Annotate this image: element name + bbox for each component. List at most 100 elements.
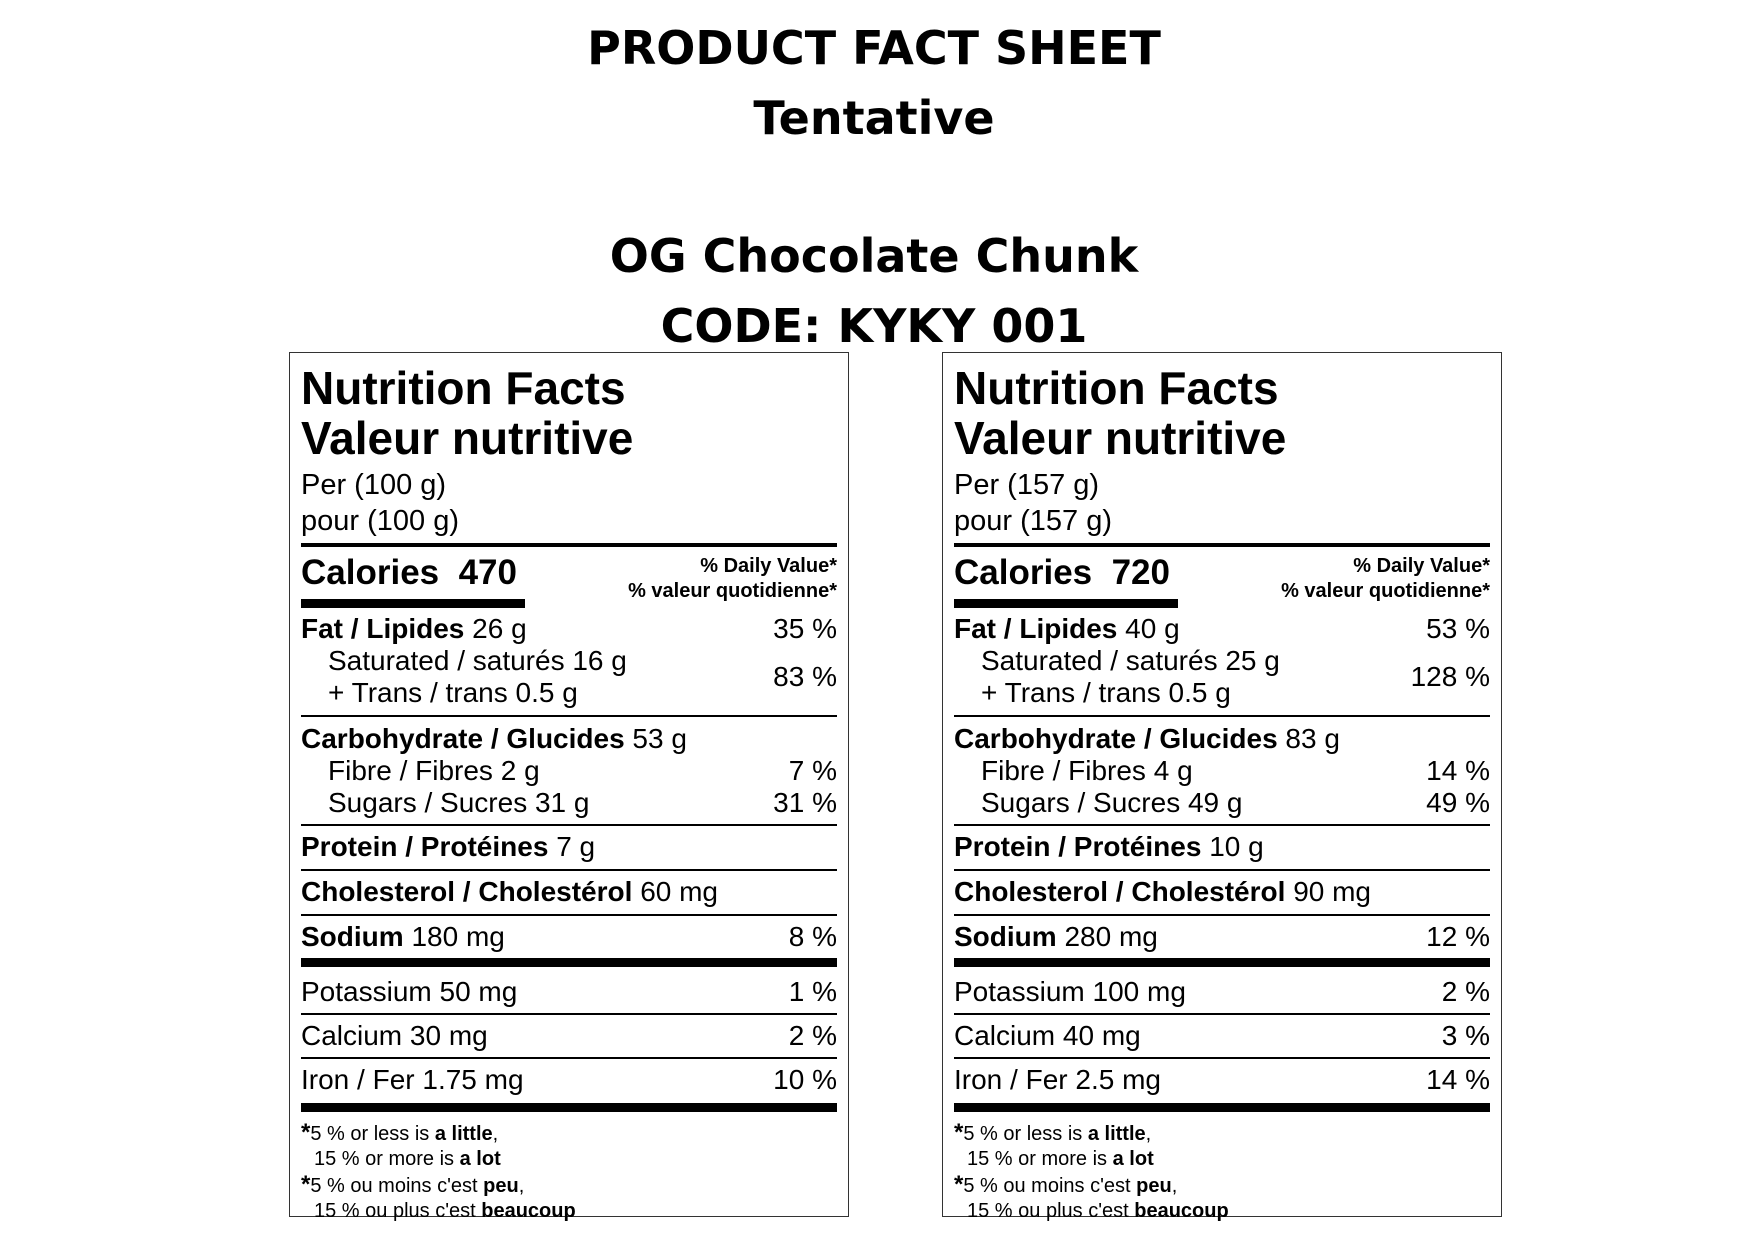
asterisk: *: [954, 1171, 964, 1198]
divider-thick: [954, 958, 1490, 967]
calcium-row: Calcium 30 mg 2 %: [301, 1020, 837, 1052]
cholesterol-row: Cholesterol / Cholestérol 60 mg: [301, 876, 837, 908]
sugars-value: 49 g: [1187, 787, 1243, 818]
footnote-emphasis: peu: [483, 1175, 519, 1197]
serving-size-en: Per (157 g): [954, 469, 1100, 501]
asterisk: *: [301, 1171, 311, 1198]
fat-label: Fat / Lipides: [954, 613, 1118, 644]
protein-value: 7 g: [556, 831, 596, 862]
footnote-line: 15 % or more is a lot: [954, 1147, 1490, 1172]
calories-row: Calories 470 % Daily Value* % valeur quo…: [301, 547, 837, 608]
fibre-label: Fibre / Fibres: [328, 755, 493, 786]
footnote-text: 5 % ou moins c'est: [963, 1175, 1137, 1197]
fat-percent: 35 %: [773, 613, 837, 644]
potassium-percent: 1 %: [788, 976, 837, 1007]
fat-value: 40 g: [1125, 613, 1180, 644]
divider-thick: [301, 958, 837, 967]
protein-value: 10 g: [1209, 831, 1264, 862]
protein-row: Protein / Protéines 10 g: [954, 831, 1490, 863]
calories-word: Calories: [954, 553, 1093, 592]
iron-label: Iron / Fer: [301, 1064, 415, 1095]
calcium-row: Calcium 40 mg 3 %: [954, 1020, 1490, 1052]
saturated-line: Saturated / saturés 16 g: [301, 645, 837, 677]
footnote-emphasis: a lot: [459, 1148, 501, 1170]
calories-row: Calories 720 % Daily Value* % valeur quo…: [954, 547, 1490, 608]
nutrition-title-fr: Valeur nutritive: [301, 412, 634, 464]
sodium-percent: 12 %: [1426, 921, 1490, 952]
footnote-text: 5 % or less is: [963, 1123, 1088, 1145]
trans-value: 0.5 g: [515, 677, 578, 708]
fibre-row: Fibre / Fibres 4 g 14 %: [954, 755, 1490, 787]
fibre-label: Fibre / Fibres: [981, 755, 1146, 786]
sat-trans-percent: 83 %: [773, 661, 837, 692]
potassium-label: Potassium: [301, 976, 432, 1007]
nutrition-panel-157g: Nutrition Facts Valeur nutritive Per (15…: [942, 352, 1502, 1222]
daily-value-fr: % valeur quotidienne*: [1281, 580, 1490, 602]
nutrition-facts-table: Nutrition Facts Valeur nutritive Per (15…: [954, 353, 1490, 1224]
potassium-value: 50 mg: [439, 976, 518, 1007]
daily-value-header: % Daily Value* % valeur quotidienne*: [1281, 554, 1490, 604]
daily-value-fr: % valeur quotidienne*: [628, 580, 837, 602]
footnote-text: ,: [492, 1123, 499, 1145]
divider: [301, 869, 837, 871]
footnote-line: *5 % ou moins c'est peu,: [954, 1172, 1490, 1199]
trans-value: 0.5 g: [1168, 677, 1231, 708]
saturated-value: 25 g: [1225, 645, 1280, 676]
divider-thick: [954, 1103, 1490, 1112]
fat-value: 26 g: [472, 613, 527, 644]
calories-word: Calories: [301, 553, 440, 592]
fibre-percent: 7 %: [788, 755, 837, 786]
divider: [301, 715, 837, 717]
footnote-line: *5 % or less is a little,: [954, 1120, 1490, 1147]
carb-row: Carbohydrate / Glucides 83 g: [954, 723, 1490, 755]
footnote-emphasis: beaucoup: [1134, 1200, 1229, 1222]
footnote-text: ,: [1171, 1175, 1178, 1197]
sat-trans-row: Saturated / saturés 16 g + Trans / trans…: [301, 645, 837, 711]
carb-label: Carbohydrate / Glucides: [301, 723, 625, 754]
daily-value-en: % Daily Value*: [700, 555, 837, 577]
sugars-value: 31 g: [534, 787, 590, 818]
divider: [301, 824, 837, 826]
footnote-line: 15 % ou plus c'est beaucoup: [301, 1199, 837, 1224]
sugars-row: Sugars / Sucres 49 g 49 %: [954, 787, 1490, 819]
footnote-emphasis: beaucoup: [481, 1200, 576, 1222]
iron-value: 1.75 mg: [422, 1064, 524, 1095]
footnote-text: 5 % or less is: [310, 1123, 435, 1145]
footnote-text: ,: [1145, 1123, 1152, 1145]
asterisk: *: [954, 1119, 964, 1146]
iron-label: Iron / Fer: [954, 1064, 1068, 1095]
carb-value: 83 g: [1285, 723, 1340, 754]
calories-bar: [301, 599, 525, 608]
sodium-row: Sodium 280 mg 12 %: [954, 921, 1490, 953]
calories-label: Calories 720: [954, 553, 1170, 593]
calories-label: Calories 470: [301, 553, 517, 593]
footnote-text: ,: [518, 1175, 525, 1197]
divider: [954, 914, 1490, 916]
calcium-label: Calcium: [954, 1020, 1056, 1051]
calcium-value: 30 mg: [409, 1020, 488, 1051]
potassium-row: Potassium 100 mg 2 %: [954, 976, 1490, 1008]
carb-row: Carbohydrate / Glucides 53 g: [301, 723, 837, 755]
divider: [301, 914, 837, 916]
divider: [954, 1013, 1490, 1015]
serving-size-en: Per (100 g): [301, 469, 447, 501]
nutrition-title-fr: Valeur nutritive: [954, 412, 1287, 464]
sat-trans-percent: 128 %: [1410, 661, 1490, 692]
divider: [954, 1057, 1490, 1059]
footnote-text: 15 % or more is: [967, 1148, 1113, 1170]
footnote-text: 5 % ou moins c'est: [310, 1175, 484, 1197]
trans-label: + Trans / trans: [328, 677, 508, 708]
daily-value-header: % Daily Value* % valeur quotidienne*: [628, 554, 837, 604]
daily-value-en: % Daily Value*: [1353, 555, 1490, 577]
divider: [954, 824, 1490, 826]
iron-row: Iron / Fer 2.5 mg 14 %: [954, 1064, 1490, 1096]
divider-thick: [301, 1103, 837, 1112]
calcium-value: 40 mg: [1062, 1020, 1141, 1051]
saturated-line: Saturated / saturés 25 g: [954, 645, 1490, 677]
footnote-emphasis: peu: [1136, 1175, 1172, 1197]
potassium-row: Potassium 50 mg 1 %: [301, 976, 837, 1008]
trans-line: + Trans / trans 0.5 g: [301, 677, 837, 709]
potassium-label: Potassium: [954, 976, 1085, 1007]
saturated-label: Saturated / saturés: [328, 645, 565, 676]
fat-label: Fat / Lipides: [301, 613, 465, 644]
